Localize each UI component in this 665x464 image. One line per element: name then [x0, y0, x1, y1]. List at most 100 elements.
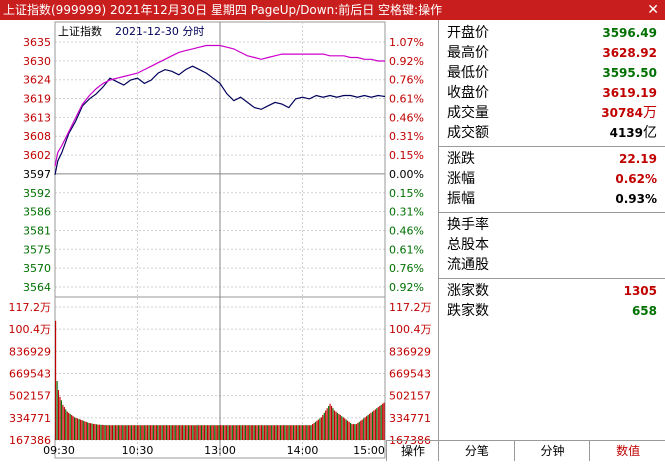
volume-bar	[103, 425, 105, 440]
quote-row: 成交量 30784万	[447, 103, 657, 123]
quote-value: 0.93%	[615, 192, 657, 206]
volume-bar	[225, 425, 227, 440]
volume-bar	[190, 425, 192, 440]
volume-bar	[91, 423, 93, 440]
volume-bar	[57, 390, 60, 440]
pct-tick-label: 0.00%	[389, 168, 424, 181]
volume-bar	[62, 404, 64, 440]
volume-bar	[192, 425, 194, 440]
volume-bar	[65, 409, 67, 440]
volume-bar	[298, 425, 300, 440]
volume-bar	[234, 425, 236, 440]
quote-value: 4139亿	[609, 125, 657, 141]
bottom-tabs: 分笔 分钟 数值	[438, 440, 665, 461]
volume-bar	[183, 425, 185, 440]
tab-0[interactable]: 分笔	[438, 441, 515, 461]
volume-bar	[301, 425, 303, 440]
volume-bar	[322, 415, 324, 440]
volume-bar	[167, 425, 169, 440]
chart-svg: 3635 1.07% 3630 0.92% 3624 0.76% 3619 0.61% 3613…	[9, 21, 432, 459]
quote-value: 30784万	[601, 105, 657, 121]
volume-bar	[122, 425, 124, 440]
volume-bar	[149, 425, 152, 440]
volume-bar	[317, 419, 319, 440]
volume-bar	[161, 425, 163, 440]
window-title: 上证指数(999999) 2021年12月30日 星期四 PageUp/Down…	[3, 3, 443, 17]
close-icon[interactable]: ✕	[647, 2, 659, 18]
volume-bar	[128, 425, 130, 440]
tab-1[interactable]: 分钟	[513, 441, 591, 461]
volume-bar	[164, 425, 166, 440]
volume-bar	[59, 396, 61, 440]
volume-bar	[87, 422, 89, 440]
volume-bar	[117, 425, 119, 440]
volume-bar	[119, 425, 121, 440]
volume-bar	[379, 406, 381, 440]
volume-bar	[141, 425, 143, 440]
volume-bar	[71, 415, 73, 440]
volume-bar	[138, 425, 140, 440]
volume-bar	[354, 424, 356, 440]
volume-bar	[173, 425, 175, 440]
volume-bar	[339, 415, 341, 440]
volume-bar	[336, 412, 338, 440]
quote-row: 涨家数 1305	[447, 281, 657, 301]
volume-bar	[269, 425, 271, 440]
volume-bar	[158, 425, 160, 440]
volume-bar	[180, 425, 182, 440]
volume-bar	[247, 425, 249, 440]
volume-bar	[154, 425, 156, 440]
volume-bar	[314, 421, 317, 440]
volume-bar	[198, 425, 200, 440]
volume-bar	[333, 410, 336, 440]
quote-unit: 万	[643, 105, 657, 121]
volume-bar	[307, 425, 309, 440]
action-button[interactable]: 操作	[386, 440, 439, 461]
volume-bar	[215, 425, 217, 440]
quote-label: 涨家数	[447, 283, 489, 299]
volume-bar	[109, 425, 111, 440]
quote-label: 收盘价	[447, 85, 489, 101]
volume-bar	[366, 416, 368, 440]
quote-value: 22.19	[619, 152, 657, 166]
price-tick-label: 3630	[23, 55, 51, 68]
volume-bar	[249, 425, 251, 440]
volume-bar	[303, 425, 305, 440]
volume-bar	[255, 425, 257, 440]
volume-bar	[101, 424, 103, 440]
volume-bar	[185, 425, 187, 440]
volume-bar	[135, 425, 137, 440]
volume-bar	[163, 425, 165, 440]
volume-tick-label-right: 117.2万	[389, 301, 432, 314]
volume-bar	[360, 420, 362, 440]
volume-bar	[196, 425, 198, 440]
volume-bar	[224, 425, 226, 440]
volume-bar	[266, 425, 268, 440]
volume-bar	[316, 420, 318, 440]
series-line-price	[54, 65, 386, 176]
volume-bar	[142, 425, 144, 440]
price-tick-label: 3586	[23, 206, 51, 219]
volume-bar	[85, 421, 87, 440]
quote-row: 涨幅 0.62%	[447, 169, 657, 189]
volume-bar	[243, 425, 245, 440]
volume-bar	[291, 425, 293, 440]
volume-bar	[230, 425, 232, 440]
volume-bar	[363, 418, 365, 440]
volume-bar	[202, 425, 204, 440]
volume-bar	[214, 425, 216, 440]
pct-tick-label: 0.46%	[389, 111, 424, 124]
quote-label: 振幅	[447, 191, 475, 207]
tab-2[interactable]: 数值	[589, 441, 665, 461]
volume-bar	[263, 425, 265, 440]
volume-bar	[222, 425, 225, 440]
volume-bar	[358, 421, 360, 440]
quote-label: 成交量	[447, 105, 489, 121]
volume-bar	[367, 415, 369, 440]
volume-bar	[177, 425, 179, 440]
volume-bar	[168, 425, 171, 440]
volume-bar	[376, 408, 378, 440]
quote-label: 流通股	[447, 257, 489, 273]
volume-bar	[126, 425, 128, 440]
volume-bar	[55, 320, 57, 440]
